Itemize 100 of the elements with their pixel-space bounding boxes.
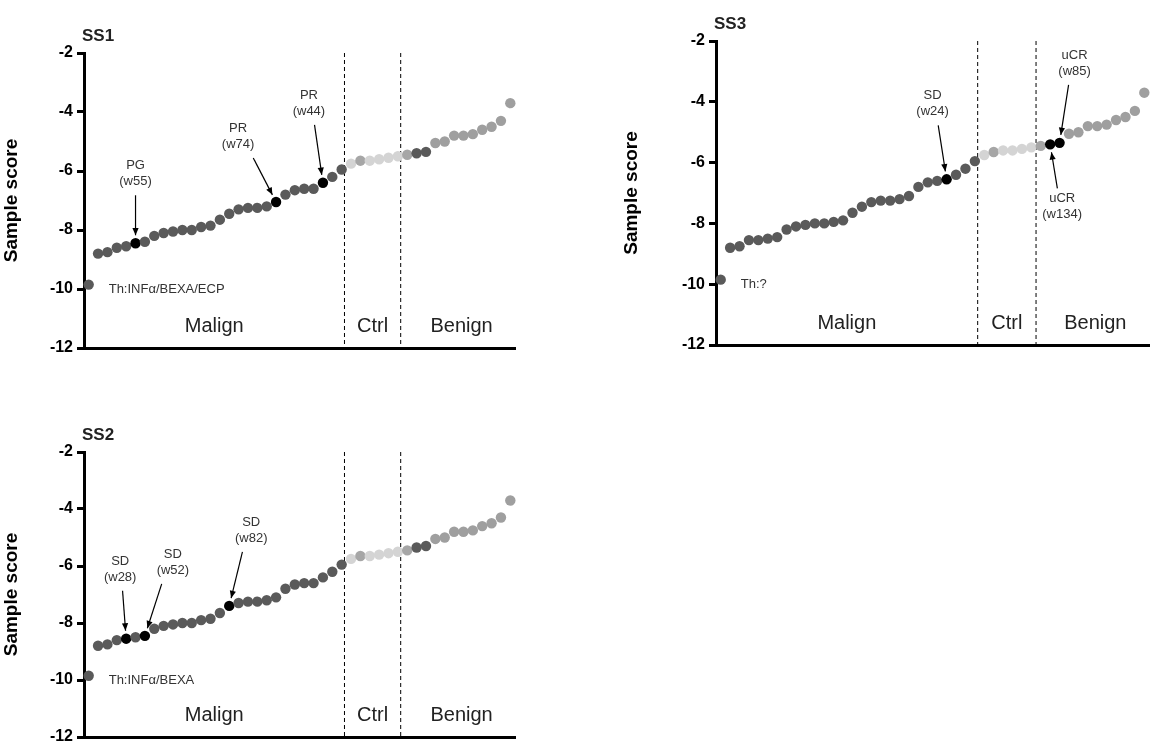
- point: [195, 614, 207, 626]
- y-tick-label: -10: [681, 274, 706, 292]
- point: [327, 566, 338, 577]
- point: [364, 550, 375, 562]
- y-tick-label: -2: [58, 442, 74, 460]
- point: [1120, 111, 1131, 123]
- point: [969, 155, 981, 167]
- point: [941, 174, 952, 185]
- annotation: Th:INFα/BEXA/ECP: [108, 281, 225, 297]
- point: [242, 596, 254, 607]
- point: [790, 221, 802, 232]
- point: [505, 495, 516, 506]
- point: [866, 196, 877, 208]
- point: [130, 632, 141, 643]
- point: [139, 236, 151, 247]
- point: [439, 136, 450, 147]
- point: [270, 196, 282, 208]
- point: [308, 183, 319, 194]
- y-axis-title: Sample score: [0, 138, 21, 263]
- point: [1063, 128, 1075, 139]
- point: [327, 171, 338, 183]
- point: [355, 550, 366, 562]
- point: [186, 617, 197, 629]
- point: [298, 183, 310, 194]
- point: [392, 546, 404, 557]
- point: [373, 154, 385, 165]
- annotation: Ctrl: [357, 313, 389, 336]
- y-tick-label: -6: [58, 556, 74, 574]
- y-tick-label: -4: [58, 102, 74, 120]
- point: [771, 231, 783, 243]
- annotation: Malign: [184, 702, 244, 725]
- point: [875, 195, 886, 206]
- point: [828, 216, 839, 228]
- point: [913, 181, 924, 193]
- point: [402, 545, 413, 556]
- point: [224, 208, 235, 219]
- point: [1129, 105, 1141, 117]
- point: [1026, 142, 1037, 153]
- point: [167, 226, 179, 237]
- point: [448, 526, 460, 537]
- point: [1110, 114, 1122, 126]
- point: [495, 115, 507, 127]
- y-tick-label: -6: [58, 161, 74, 179]
- point: [724, 242, 736, 253]
- point: [308, 577, 319, 589]
- point: [233, 204, 244, 215]
- point: [158, 227, 169, 239]
- point: [439, 532, 450, 543]
- annotation: PG (w55): [119, 157, 152, 189]
- point: [111, 634, 122, 646]
- point: [411, 148, 422, 159]
- point: [102, 639, 113, 650]
- annotation: uCR (w134): [1042, 190, 1083, 222]
- point: [345, 158, 357, 169]
- point: [289, 184, 301, 196]
- point: [167, 619, 179, 630]
- annotation: Malign: [817, 310, 877, 333]
- point: [997, 145, 1009, 156]
- point: [856, 201, 868, 212]
- y-tick-label: -12: [681, 335, 706, 353]
- point: [373, 549, 385, 560]
- point: [355, 155, 366, 166]
- point: [458, 526, 469, 537]
- point: [950, 169, 962, 180]
- point: [430, 533, 441, 545]
- annotation: uCR (w85): [1058, 46, 1091, 78]
- point: [252, 202, 263, 214]
- point: [383, 152, 394, 163]
- point: [847, 207, 858, 218]
- point: [317, 572, 329, 583]
- point: [819, 218, 830, 229]
- point: [743, 234, 755, 246]
- point: [922, 177, 933, 188]
- point: [894, 193, 905, 205]
- point: [345, 553, 357, 565]
- point: [149, 623, 160, 634]
- point: [486, 121, 497, 132]
- point: [83, 670, 94, 681]
- point: [781, 224, 792, 235]
- point: [270, 592, 282, 603]
- annotation: Malign: [184, 313, 244, 336]
- point: [430, 137, 441, 149]
- annotation: Benign: [430, 313, 493, 336]
- point: [233, 597, 244, 609]
- point: [1139, 87, 1150, 98]
- point: [214, 607, 226, 619]
- point: [932, 175, 943, 187]
- point: [467, 525, 479, 536]
- point: [420, 540, 432, 552]
- point: [486, 518, 497, 529]
- point: [214, 214, 226, 225]
- point: [261, 201, 272, 212]
- annotation: SD (w82): [234, 513, 268, 545]
- point: [1082, 120, 1094, 132]
- point: [364, 155, 375, 166]
- annotation: PR (w44): [292, 86, 326, 118]
- point: [467, 128, 479, 140]
- y-tick-label: -12: [49, 338, 74, 356]
- point: [988, 146, 999, 158]
- point: [336, 164, 347, 175]
